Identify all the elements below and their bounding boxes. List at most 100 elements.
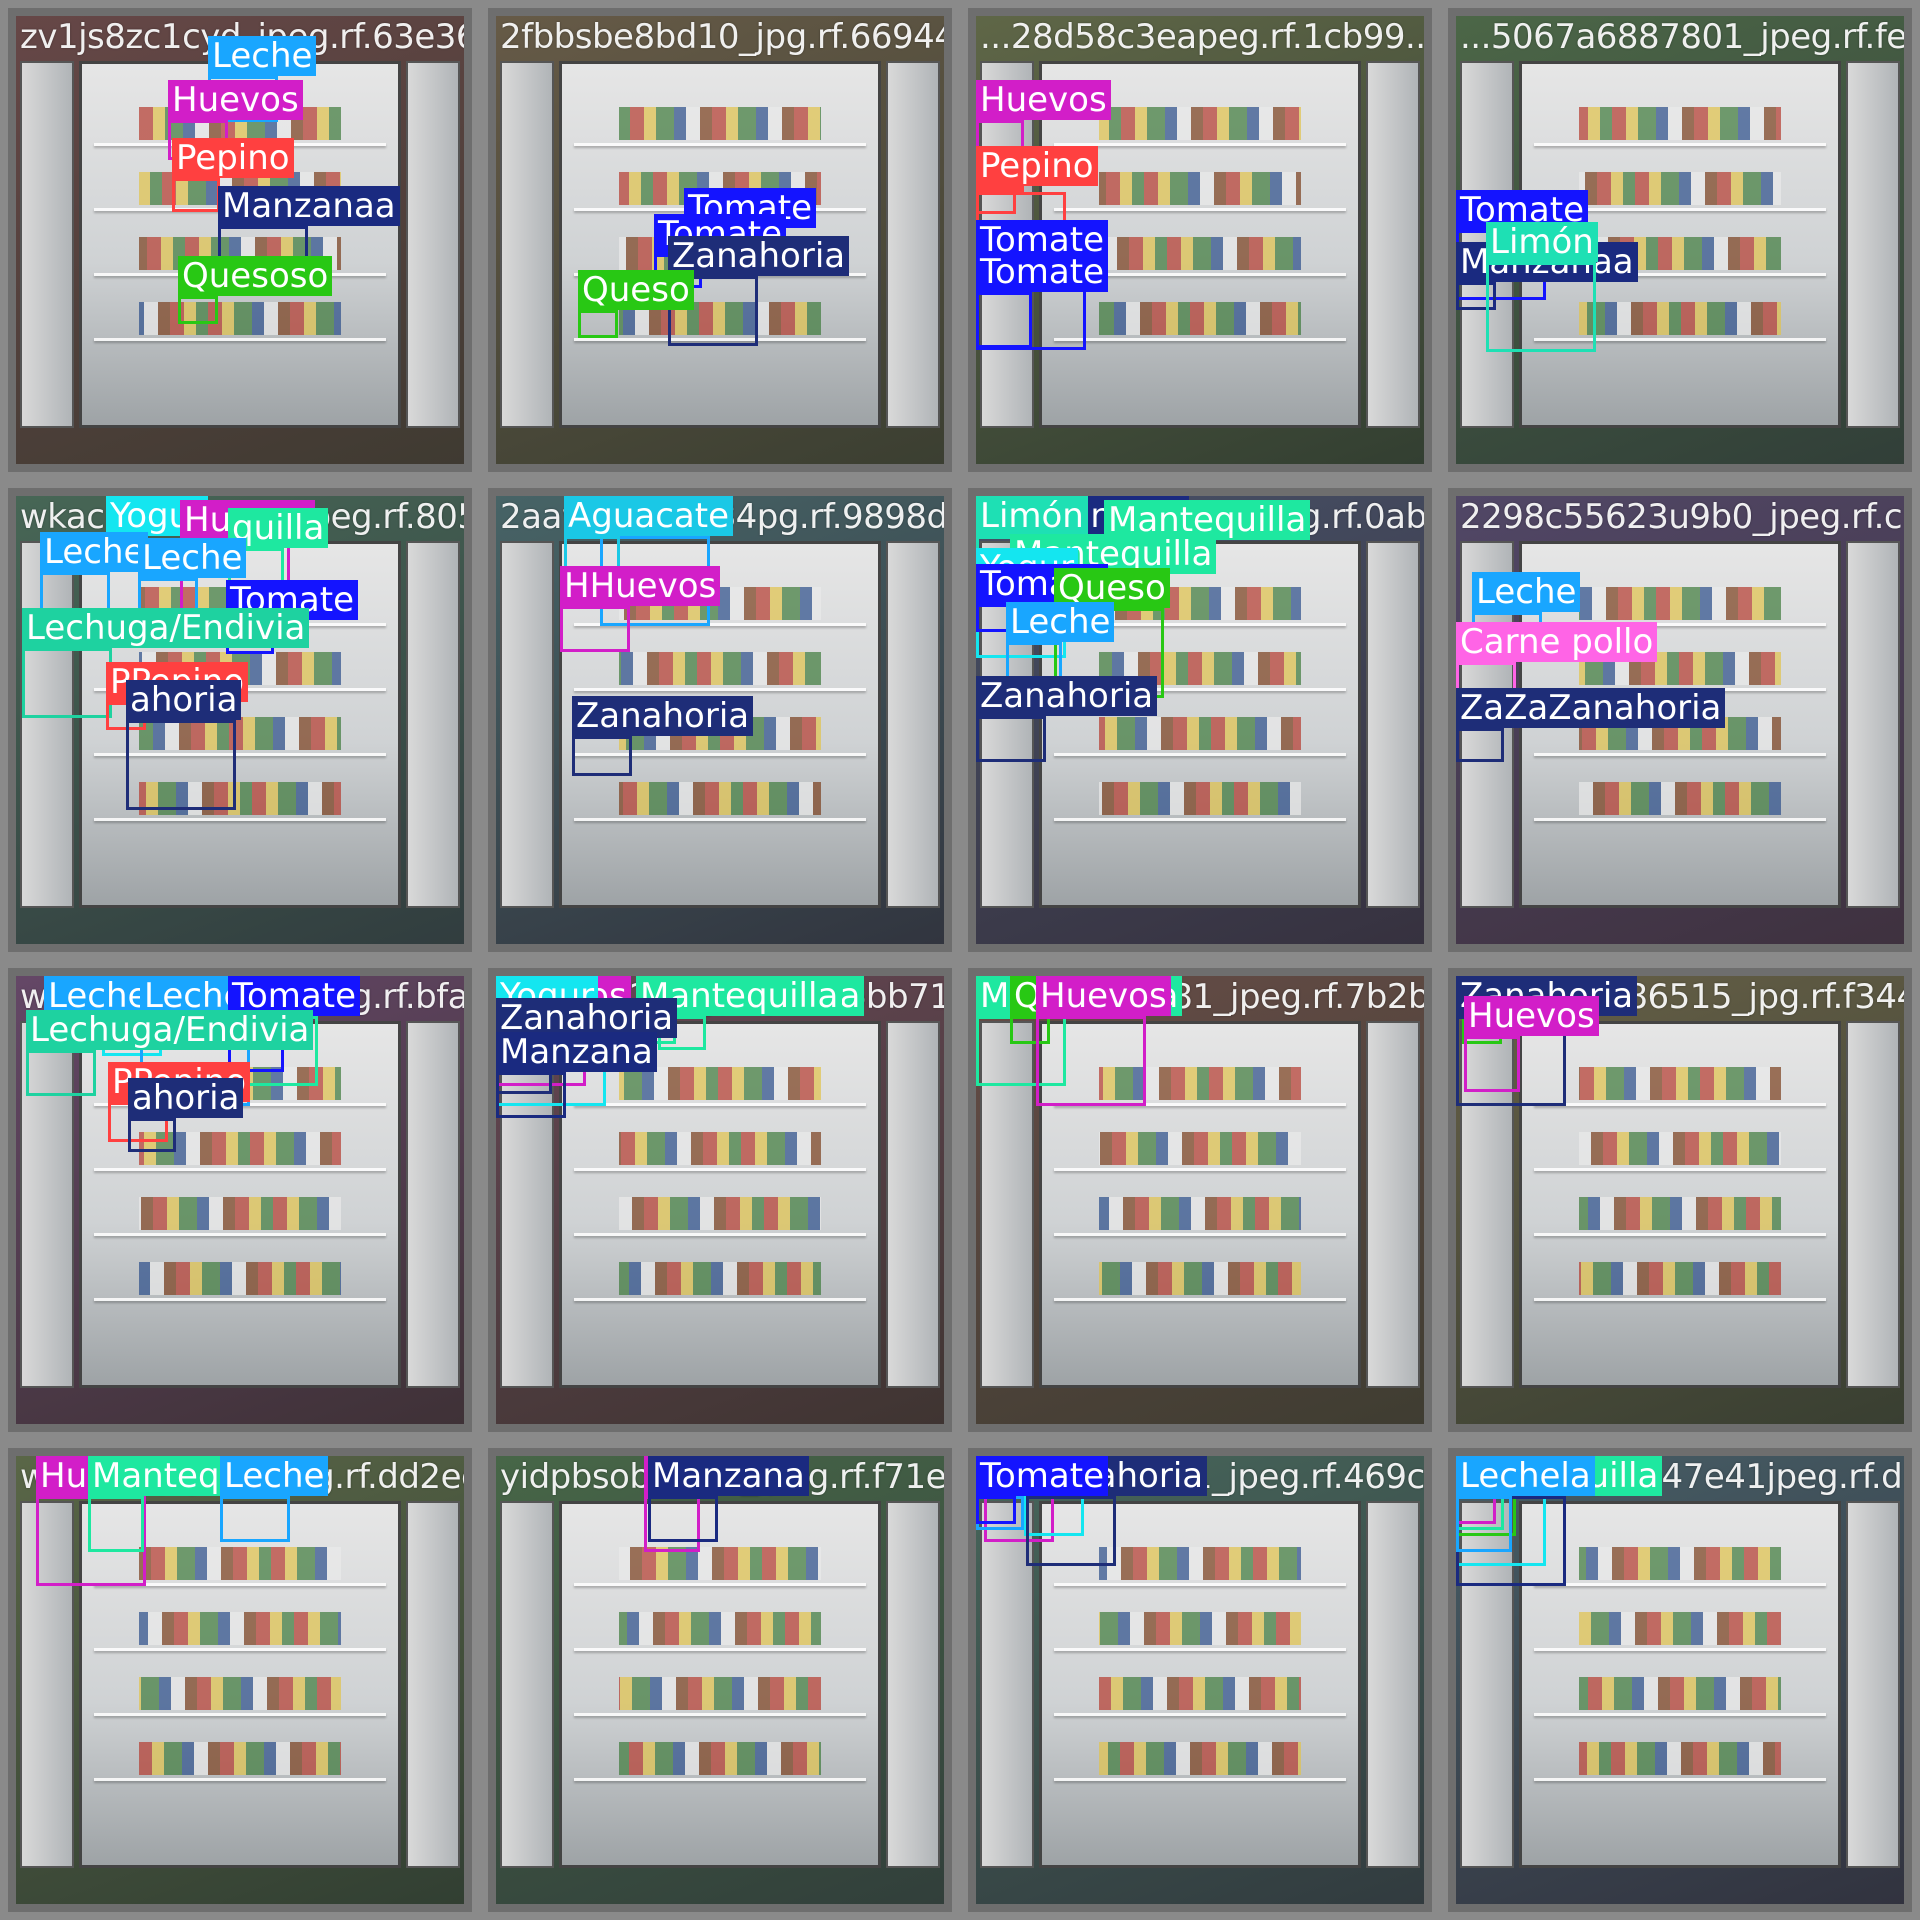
detection-label: Pepino	[976, 146, 1098, 186]
fridge-shelf	[574, 688, 866, 692]
shelf-groceries	[1098, 1197, 1302, 1230]
shelf-groceries	[1578, 1742, 1782, 1775]
fridge-shelf	[1054, 208, 1346, 212]
shelf-groceries	[1578, 1067, 1782, 1100]
shelf-groceries	[138, 1612, 342, 1645]
detection-box	[976, 186, 1016, 214]
fridge-shelf	[574, 1233, 866, 1237]
shelf-groceries	[618, 1197, 822, 1230]
detection-label: ahoria	[126, 680, 242, 720]
detection-label: Huevos	[1464, 996, 1599, 1036]
fridge-door-left	[20, 60, 75, 429]
fridge-shelf	[1534, 1168, 1826, 1172]
detection-box	[578, 310, 618, 338]
mosaic-tile: 9b4f06fe7481_jpeg.rf.7b2b7MantequillaQue…	[968, 968, 1432, 1432]
detection-box	[976, 716, 1046, 762]
detection-box	[88, 1496, 144, 1552]
detection-box	[1464, 1036, 1520, 1092]
detection-label: Mantequilla	[1104, 500, 1311, 540]
detection-label: Leche	[138, 538, 247, 578]
fridge-door-right	[405, 1020, 460, 1389]
fridge-door-left	[20, 1500, 75, 1869]
fridge-door-left	[500, 1500, 555, 1869]
fridge-shelf	[1534, 818, 1826, 822]
detection-label: Tomate	[976, 252, 1108, 292]
fridge-door-right	[405, 540, 460, 909]
detection-label: Tomate	[976, 1456, 1108, 1496]
mosaic-tile: 9514b7gf7547e41jpeg.rf.dbdb4QuesoMantequ…	[1448, 1448, 1912, 1912]
fridge-shelf	[574, 1298, 866, 1302]
fridge-door-right	[1365, 60, 1420, 429]
shelf-groceries	[1578, 302, 1782, 335]
fridge-shelf	[94, 1713, 386, 1717]
detection-box	[1010, 1016, 1050, 1044]
detection-label: ahoria	[128, 1078, 244, 1118]
fridge-door-left	[500, 540, 555, 909]
shelf-groceries	[1098, 302, 1302, 335]
shelf-groceries	[618, 1677, 822, 1710]
shelf-groceries	[618, 652, 822, 685]
shelf-groceries	[1098, 1132, 1302, 1165]
fridge-door-left	[500, 1020, 555, 1389]
shelf-groceries	[138, 1197, 342, 1230]
fridge-photo	[1456, 1456, 1904, 1904]
detection-box	[976, 292, 1032, 348]
fridge-door-right	[1845, 540, 1900, 909]
fridge-door-right	[405, 60, 460, 429]
shelf-groceries	[1578, 782, 1782, 815]
fridge-shelf	[1534, 273, 1826, 277]
fridge-shelf	[574, 753, 866, 757]
fridge-shelf	[1534, 1298, 1826, 1302]
fridge-door-right	[405, 1500, 460, 1869]
fridge-shelf	[574, 1103, 866, 1107]
fridge-shelf	[1054, 753, 1346, 757]
detection-label: quilla	[228, 508, 329, 548]
shelf-groceries	[1098, 1547, 1302, 1580]
fridge-door-left	[500, 60, 555, 429]
shelf-groceries	[1098, 1677, 1302, 1710]
detection-label: Queso	[578, 270, 694, 310]
fridge-shelf	[1054, 688, 1346, 692]
fridge-shelf	[1534, 1778, 1826, 1782]
detection-label: Zanahoria	[668, 236, 850, 276]
detection-box	[496, 1072, 566, 1118]
fridge-interior	[1038, 1020, 1362, 1389]
fridge-interior	[558, 1500, 882, 1869]
fridge-shelf	[574, 1648, 866, 1652]
fridge-shelf	[1054, 623, 1346, 627]
fridge-shelf	[1054, 1298, 1346, 1302]
detection-box	[26, 1050, 96, 1096]
fridge-shelf	[1534, 1713, 1826, 1717]
fridge-shelf	[94, 1778, 386, 1782]
mosaic-tile: 2e280k7286515_jpg.rf.f3448QuesoZanahoria…	[1448, 968, 1912, 1432]
shelf-groceries	[1098, 1612, 1302, 1645]
detection-label: Aguacate	[564, 496, 734, 536]
shelf-groceries	[138, 1132, 342, 1165]
detection-label: Leche	[44, 976, 153, 1016]
detection-label: Lechuga/Endivia	[26, 1010, 314, 1050]
detection-box	[220, 1496, 290, 1542]
shelf-groceries	[138, 1547, 342, 1580]
fridge-shelf	[1054, 143, 1346, 147]
fridge-door-right	[1365, 1500, 1420, 1869]
shelf-groceries	[618, 107, 822, 140]
detection-label: Leche	[1472, 572, 1581, 612]
fridge-interior	[78, 1500, 402, 1869]
fridge-shelf	[1054, 1583, 1346, 1587]
shelf-groceries	[1578, 1612, 1782, 1645]
shelf-groceries	[1098, 1067, 1302, 1100]
fridge-interior	[1518, 1020, 1842, 1389]
shelf-groceries	[618, 782, 822, 815]
detection-box	[668, 276, 758, 346]
detection-label: Lechela	[1456, 1456, 1595, 1496]
detection-label: Carne pollo	[1456, 622, 1658, 662]
shelf-groceries	[1578, 107, 1782, 140]
fridge-shelf	[1054, 1233, 1346, 1237]
detection-box	[1486, 262, 1596, 352]
fridge-shelf	[574, 338, 866, 342]
detection-label: Zanahoria	[976, 676, 1158, 716]
fridge-door-right	[885, 540, 940, 909]
tile-filename: 2298c55623u9b0_jpeg.rf.c1d26	[1460, 497, 1904, 537]
fridge-shelf	[1054, 1713, 1346, 1717]
